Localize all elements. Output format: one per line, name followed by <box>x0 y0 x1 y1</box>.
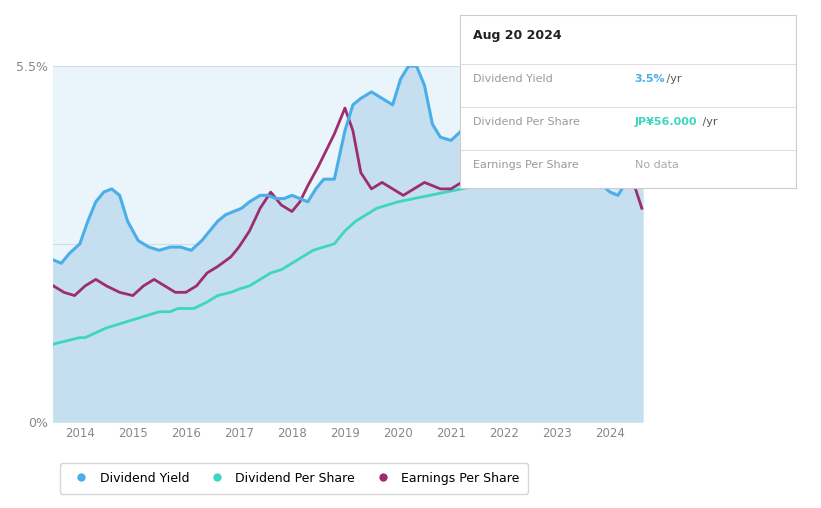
Legend: Dividend Yield, Dividend Per Share, Earnings Per Share: Dividend Yield, Dividend Per Share, Earn… <box>60 463 529 494</box>
Bar <box>610 66 644 422</box>
Text: Past: Past <box>612 70 636 83</box>
Text: 3.5%: 3.5% <box>635 74 666 84</box>
Text: JP¥56.000: JP¥56.000 <box>635 117 697 127</box>
Text: Dividend Yield: Dividend Yield <box>473 74 553 84</box>
Text: Aug 20 2024: Aug 20 2024 <box>473 29 562 42</box>
Text: /yr: /yr <box>663 74 682 84</box>
Text: No data: No data <box>635 161 679 170</box>
Text: Dividend Per Share: Dividend Per Share <box>473 117 580 127</box>
Text: /yr: /yr <box>699 117 718 127</box>
Text: Earnings Per Share: Earnings Per Share <box>473 161 579 170</box>
